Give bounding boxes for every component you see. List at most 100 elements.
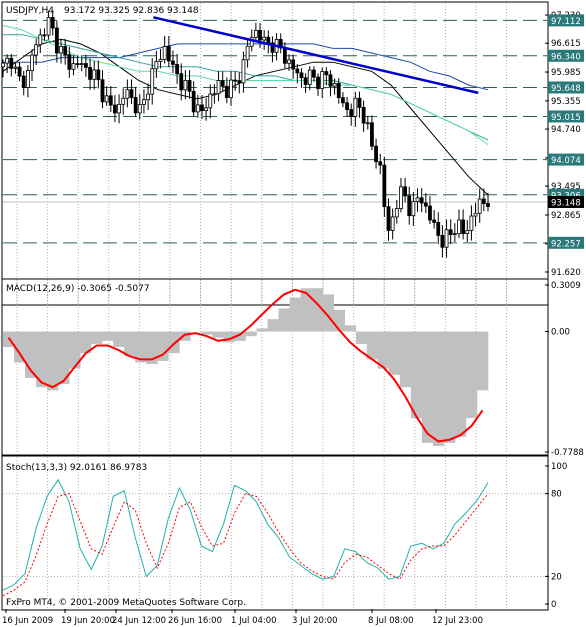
candle-body [63, 46, 68, 55]
time-tick-label: 1 Jul 04:00 [231, 616, 277, 626]
candle-body [448, 229, 453, 236]
candle-body [100, 79, 105, 103]
macd-histogram-bar [80, 331, 92, 354]
price-panel-frame [1, 1, 549, 306]
candle-body [71, 63, 76, 70]
candle-body [25, 70, 30, 88]
candle-body [96, 69, 101, 81]
macd-histogram-bar [234, 331, 246, 341]
candle-body [345, 102, 349, 110]
candle-body [374, 145, 378, 163]
time-tick-label: 12 Jul 23:00 [432, 616, 483, 626]
macd-signal-polyline [7, 288, 484, 443]
stochastic-tick-label: 20 [551, 572, 562, 582]
stochastic-panel[interactable]: 100 80 20 0 Stoch(13,3,3) 92.0161 86.9783 F… [1, 455, 567, 611]
candle-body [378, 161, 383, 166]
candle-body [382, 164, 387, 208]
macd-panel[interactable]: 0.3009 0.00 -0.7788 MACD(12,26,9) -0.3065 … [1, 278, 584, 458]
level-tag-label: 94.074 [551, 156, 581, 166]
candle-body [208, 93, 213, 109]
candle-body [46, 17, 51, 36]
candle-body [108, 95, 113, 106]
moving-average-line [3, 43, 489, 91]
candle-body [1, 62, 5, 68]
macd-histogram-bar [465, 331, 478, 419]
candle-body [386, 206, 391, 231]
candle-body [316, 76, 320, 89]
candle-body [150, 68, 155, 95]
candle-body [270, 42, 275, 53]
candle-body [287, 59, 291, 64]
price-tick-label: 95.355 [551, 97, 581, 107]
candle-body [328, 74, 333, 87]
candle-body [200, 104, 204, 111]
stochastic-tick-label: 80 [551, 490, 562, 500]
macd-panel-frame [1, 278, 549, 456]
candle-body [42, 34, 47, 37]
candle-body [121, 97, 126, 105]
macd-axis: 0.3009 0.00 -0.7788 [545, 281, 584, 458]
candle-body [262, 36, 267, 41]
candle-body [303, 77, 308, 85]
level-tag-label: 95.015 [551, 113, 581, 123]
price-tick-label: 92.865 [551, 211, 581, 221]
candle-body [444, 229, 449, 248]
trendline[interactable] [153, 16, 479, 95]
macd-signal-line [7, 288, 484, 443]
stochastic-grid [3, 457, 547, 609]
candle-body [9, 57, 14, 69]
candle-body [237, 80, 242, 84]
candle-body [75, 63, 80, 66]
candle-body [282, 47, 287, 64]
macd-histogram-bar [333, 309, 346, 332]
macd-histogram-bar [113, 331, 125, 348]
candle-body [249, 36, 254, 47]
macd-histogram-bar [377, 331, 390, 369]
candle-body [341, 97, 345, 104]
candle-body [394, 208, 399, 218]
candle-body [307, 69, 312, 85]
macd-histogram-bar [179, 331, 191, 341]
candle-body [50, 17, 55, 29]
candle-body [361, 107, 366, 124]
stochastic-tick-label: 0 [551, 600, 556, 610]
candle-body [477, 198, 482, 214]
stochastic-tick-label: 100 [551, 462, 567, 472]
price-tick-label: 95.985 [551, 68, 581, 78]
candle-body [370, 122, 374, 147]
stochastic-lines [2, 478, 489, 597]
candle-body [266, 36, 271, 44]
candle-body [162, 46, 167, 60]
macd-histogram-bar [432, 331, 445, 446]
macd-histogram-bar [289, 297, 301, 332]
candle-body [224, 85, 229, 99]
price-level-tags: 97.11296.34095.64895.01594.07493.30692.2… [548, 14, 584, 249]
candle-body [419, 197, 424, 204]
candle-body [88, 66, 92, 80]
level-tag-box [548, 110, 584, 123]
candle-body [117, 103, 121, 114]
moving-average-line [2, 25, 489, 146]
candle-body [311, 69, 316, 78]
price-panel[interactable]: 97.23096.61595.98595.35594.74094.11093.4… [1, 1, 585, 306]
current-price-tag-box [548, 196, 584, 209]
candle-body [399, 186, 403, 209]
candle-body [187, 80, 192, 92]
candle-body [54, 27, 59, 54]
macd-histogram-bar [201, 331, 213, 335]
macd-histogram-bar [135, 331, 147, 363]
level-tag-box [548, 236, 584, 249]
time-tick-label: 16 Jun 2009 [2, 616, 53, 626]
macd-tick-label: 0.00 [551, 328, 570, 338]
time-tick-label: 26 Jun 16:00 [168, 616, 222, 626]
macd-histogram-bar [256, 328, 268, 332]
candle-body [146, 93, 150, 101]
macd-title: MACD(12,26,9) -0.3065 -0.5077 [6, 284, 150, 294]
macd-histogram-bar [157, 331, 169, 361]
candles [1, 10, 490, 258]
candle-body [353, 97, 358, 117]
candle-body [469, 215, 474, 231]
macd-histogram-bar [168, 331, 180, 354]
macd-histogram-bar [300, 288, 312, 332]
